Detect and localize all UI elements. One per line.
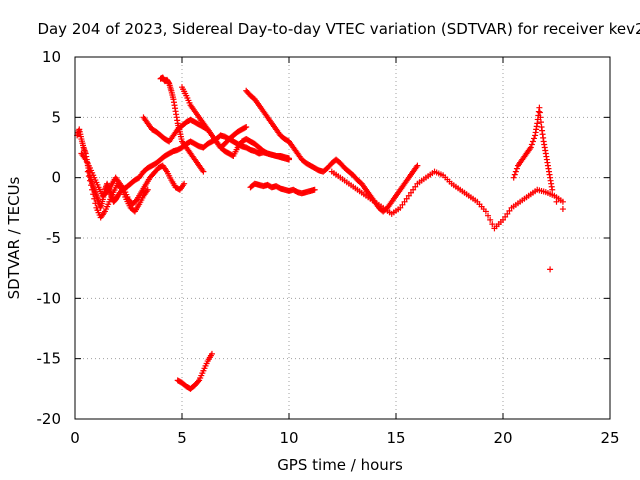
y-tick-label: 0: [51, 169, 61, 187]
data-point: [504, 210, 511, 217]
data-point: [553, 198, 560, 205]
data-point: [489, 221, 496, 228]
series-track-i: [328, 168, 566, 232]
y-axis-label: SDTVAR / TECUs: [5, 176, 23, 299]
series-track-g: [243, 87, 421, 215]
data-point: [91, 195, 98, 202]
y-tick-label: 10: [42, 48, 61, 66]
data-point: [482, 208, 489, 215]
data-point: [90, 191, 97, 198]
data-point: [529, 138, 536, 145]
data-point: [547, 266, 554, 273]
y-tick-label: -20: [37, 410, 62, 428]
data-point: [242, 124, 249, 131]
data-point: [559, 198, 566, 205]
data-point: [500, 216, 506, 223]
data-point: [181, 180, 188, 187]
y-tick-label: -5: [46, 229, 61, 247]
data-point: [407, 189, 414, 196]
data-point: [528, 141, 535, 148]
data-points: [74, 74, 566, 392]
data-point: [311, 186, 318, 193]
data-point: [208, 350, 215, 357]
series-track-f: [179, 84, 250, 151]
data-point: [88, 182, 95, 189]
data-point: [559, 206, 566, 213]
data-point: [502, 213, 509, 220]
data-point: [410, 186, 417, 193]
data-point: [549, 186, 556, 193]
data-point: [403, 195, 410, 202]
series-track-b: [78, 150, 188, 208]
data-point: [485, 212, 492, 219]
data-point: [512, 168, 519, 175]
data-point: [506, 207, 513, 214]
x-tick-label: 25: [600, 429, 619, 447]
data-point: [243, 123, 250, 130]
data-point: [200, 168, 207, 175]
data-point: [195, 378, 202, 385]
data-point: [84, 168, 91, 175]
axis-ticks: 0 5 10 15 20 25 -20 -15 -10 -5 0 5 10: [37, 48, 620, 447]
data-point: [92, 200, 99, 207]
data-point: [513, 165, 520, 172]
series-outliers: [547, 198, 566, 273]
data-point: [414, 162, 421, 169]
data-point: [527, 144, 534, 151]
data-point: [401, 198, 408, 205]
y-tick-label: -10: [37, 289, 62, 307]
data-point: [397, 204, 404, 211]
series-track-j: [510, 104, 556, 193]
data-point: [132, 197, 139, 204]
series-track-h: [247, 180, 318, 197]
x-tick-label: 5: [177, 429, 187, 447]
x-tick-label: 15: [386, 429, 405, 447]
y-tick-label: -15: [37, 350, 62, 368]
chart-title: Day 204 of 2023, Sidereal Day-to-day VTE…: [37, 20, 640, 38]
data-point: [487, 216, 494, 223]
data-point: [86, 177, 93, 184]
x-tick-label: 20: [493, 429, 512, 447]
y-tick-label: 5: [51, 108, 61, 126]
data-point: [399, 201, 406, 208]
data-point: [412, 183, 419, 190]
data-point: [144, 186, 151, 193]
data-point: [286, 156, 292, 163]
data-point: [85, 173, 92, 180]
grid-lines: [75, 57, 610, 419]
data-point: [405, 192, 412, 199]
x-axis-label: GPS time / hours: [277, 456, 403, 474]
data-point: [510, 174, 517, 181]
series-track-c: [84, 168, 151, 221]
data-point: [511, 171, 518, 178]
series-track-e: [157, 74, 207, 175]
x-tick-label: 0: [70, 429, 80, 447]
data-point: [89, 186, 96, 193]
series-track-k: [174, 350, 215, 392]
x-tick-label: 10: [279, 429, 298, 447]
data-point: [531, 135, 538, 142]
